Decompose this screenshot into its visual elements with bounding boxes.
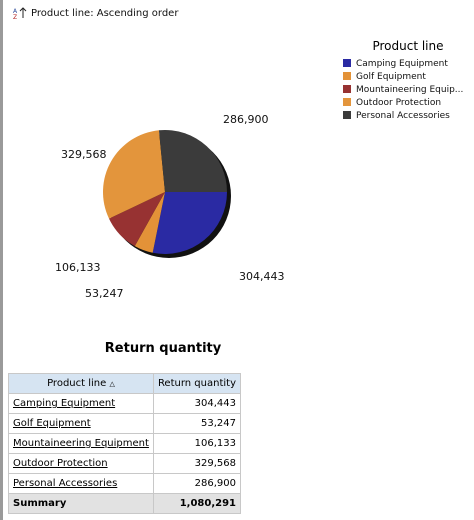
- legend-label: Outdoor Protection: [356, 98, 441, 108]
- column-header[interactable]: Return quantity: [152, 373, 242, 394]
- svg-text:A: A: [13, 8, 18, 15]
- data-label: 304,443: [239, 270, 285, 283]
- legend-swatch: [343, 59, 351, 67]
- data-table: Product line △ Return quantity Camping E…: [8, 373, 242, 514]
- legend-label: Mountaineering Equip...: [356, 85, 463, 95]
- data-label: 53,247: [85, 287, 124, 300]
- pie-slice: [134, 192, 165, 253]
- column-label: Product line: [47, 378, 107, 389]
- legend-label: Golf Equipment: [356, 72, 426, 82]
- legend-label: Camping Equipment: [356, 59, 448, 69]
- pie-slice: [152, 192, 227, 254]
- legend-title: Product line: [372, 39, 443, 53]
- column-header[interactable]: Product line △: [8, 373, 154, 394]
- svg-text:Z: Z: [13, 14, 17, 19]
- table-row: Camping Equipment 304,443: [8, 393, 242, 414]
- table-row: Personal Accessories 286,900: [8, 473, 242, 494]
- product-line-cell[interactable]: Golf Equipment: [8, 413, 154, 434]
- pie-slice: [103, 130, 165, 219]
- product-line-cell[interactable]: Camping Equipment: [8, 393, 154, 414]
- sort-label: Product line: Ascending order: [31, 7, 179, 19]
- quantity-cell: 329,568: [152, 453, 242, 474]
- data-label: 286,900: [223, 113, 269, 126]
- legend-swatch: [343, 72, 351, 80]
- summary-value: 1,080,291: [152, 493, 242, 514]
- quantity-cell: 286,900: [152, 473, 242, 494]
- table-row: Outdoor Protection 329,568: [8, 453, 242, 474]
- table-row: Mountaineering Equipment 106,133: [8, 433, 242, 454]
- sort-arrow: △: [109, 380, 115, 388]
- chart: Product line Return quantity 304,443 53,2…: [55, 39, 463, 356]
- quantity-cell: 53,247: [152, 413, 242, 434]
- table-row: Golf Equipment 53,247: [8, 413, 242, 434]
- legend-swatch: [343, 85, 351, 93]
- quantity-cell: 106,133: [152, 433, 242, 454]
- pie-slice: [109, 192, 165, 247]
- legend-swatch: [343, 98, 351, 106]
- product-line-cell[interactable]: Personal Accessories: [8, 473, 154, 494]
- legend-swatch: [343, 111, 351, 119]
- product-line-cell[interactable]: Outdoor Protection: [8, 453, 154, 474]
- chart-title: Return quantity: [105, 341, 222, 356]
- sort-icon: AZ: [13, 7, 27, 19]
- data-label: 329,568: [61, 148, 107, 161]
- legend-label: Personal Accessories: [356, 111, 450, 121]
- data-label: 106,133: [55, 261, 101, 274]
- summary-label: Summary: [8, 493, 154, 514]
- summary-row: Summary 1,080,291: [8, 493, 242, 514]
- product-line-cell[interactable]: Mountaineering Equipment: [8, 433, 154, 454]
- quantity-cell: 304,443: [152, 393, 242, 414]
- pie-slice: [158, 130, 227, 192]
